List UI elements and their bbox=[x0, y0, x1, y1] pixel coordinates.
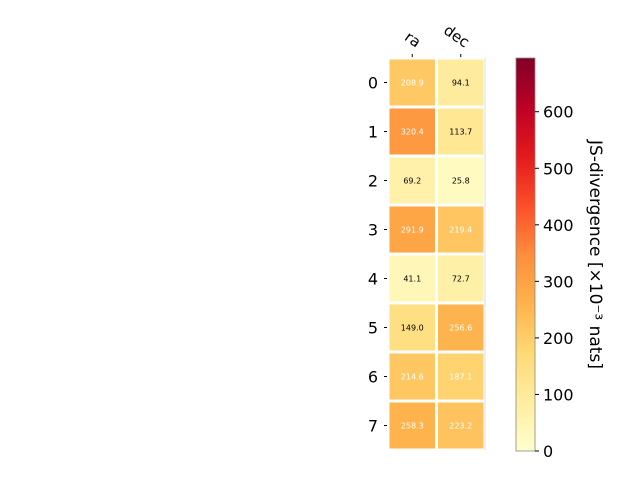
row-labels: 0 1 2 3 4 5 6 7 bbox=[368, 74, 387, 436]
heatmap-cell bbox=[389, 59, 435, 106]
heatmap-cell bbox=[438, 59, 484, 106]
colorbar-gradient bbox=[515, 57, 536, 452]
heatmap-cell bbox=[389, 353, 435, 400]
heatmap-grid: 208.9 94.1 320.4 113.7 69.2 25.8 291.9 219.4 41.… bbox=[389, 58, 486, 450]
row-label: 0 bbox=[368, 74, 378, 93]
cell-value-label: 25.8 bbox=[452, 177, 470, 186]
cell-value-label: 187.1 bbox=[449, 373, 472, 382]
cell-value-label: 208.9 bbox=[401, 79, 424, 88]
colorbar: 0 100 200 300 400 500 600 JS-divergence [×10⁻³… bbox=[515, 57, 605, 461]
colorbar-tick-label: 500 bbox=[543, 159, 574, 178]
row-label: 4 bbox=[368, 270, 378, 289]
column-label: dec bbox=[440, 21, 472, 51]
heatmap-cell bbox=[438, 353, 484, 400]
cell-value-label: 214.6 bbox=[401, 373, 424, 382]
heatmap-cell bbox=[389, 255, 435, 302]
cell-value-label: 219.4 bbox=[449, 226, 472, 235]
colorbar-tick-label: 400 bbox=[543, 216, 574, 235]
colorbar-tick-label: 100 bbox=[543, 385, 574, 404]
cell-value-label: 223.2 bbox=[449, 422, 472, 431]
cell-value-label: 320.4 bbox=[401, 128, 424, 137]
row-label: 5 bbox=[368, 319, 378, 338]
heatmap-cell bbox=[438, 255, 484, 302]
cell-value-label: 113.7 bbox=[449, 128, 472, 137]
cell-value-label: 94.1 bbox=[452, 79, 470, 88]
colorbar-tick-label: 300 bbox=[543, 272, 574, 291]
row-label: 3 bbox=[368, 221, 378, 240]
row-label: 7 bbox=[368, 417, 378, 436]
heatmap-cell bbox=[438, 402, 484, 449]
heatmap-cell bbox=[389, 206, 435, 253]
heatmap-cell bbox=[438, 304, 484, 351]
colorbar-label: JS-divergence [×10⁻³ nats] bbox=[585, 139, 605, 369]
row-label: 6 bbox=[368, 368, 378, 387]
cell-value-label: 41.1 bbox=[403, 275, 421, 284]
cell-value-label: 291.9 bbox=[401, 226, 424, 235]
heatmap-cell bbox=[389, 108, 435, 155]
colorbar-tick-label: 200 bbox=[543, 329, 574, 348]
cell-value-label: 72.7 bbox=[452, 275, 470, 284]
row-label: 1 bbox=[368, 123, 378, 142]
cell-value-label: 149.0 bbox=[401, 324, 424, 333]
colorbar-tick-label: 0 bbox=[543, 442, 553, 461]
heatmap-cell bbox=[389, 402, 435, 449]
colorbar-tick-label: 600 bbox=[543, 103, 574, 122]
colorbar-ticks: 0 100 200 300 400 500 600 bbox=[535, 103, 574, 461]
column-label: ra bbox=[401, 28, 424, 52]
heatmap-cell bbox=[389, 304, 435, 351]
heatmap-cell bbox=[438, 206, 484, 253]
row-label: 2 bbox=[368, 172, 378, 191]
cell-value-label: 258.3 bbox=[401, 422, 424, 431]
column-labels: ra dec bbox=[401, 21, 473, 57]
cell-value-label: 256.6 bbox=[449, 324, 472, 333]
heatmap-cell bbox=[438, 108, 484, 155]
cell-value-label: 69.2 bbox=[403, 177, 421, 186]
heatmap-cell bbox=[389, 157, 435, 204]
heatmap-cell bbox=[438, 157, 484, 204]
